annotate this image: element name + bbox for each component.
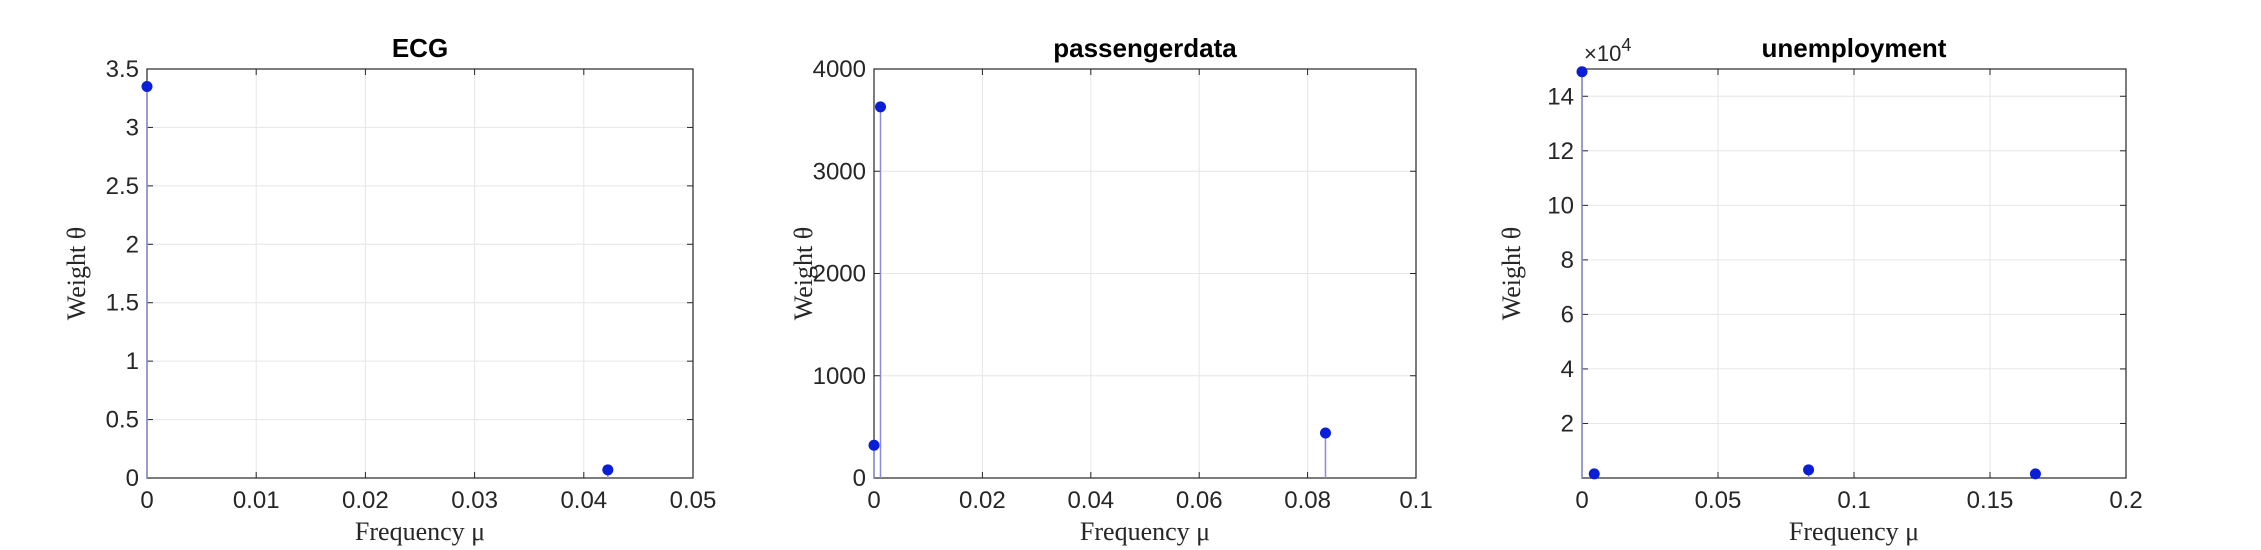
y-tick-label: 3000 — [813, 158, 866, 185]
y-tick-label: 4000 — [813, 56, 866, 83]
data-point — [1803, 464, 1815, 476]
x-tick-label: 0.02 — [342, 487, 389, 514]
y-tick-label: 3.5 — [106, 56, 139, 83]
x-tick-label: 0 — [867, 487, 880, 514]
y-axis-label: Weight θ — [789, 227, 818, 320]
chart-title: unemployment — [1762, 33, 1947, 63]
x-tick-label: 0 — [140, 487, 153, 514]
axes-box — [146, 68, 694, 479]
y-tick-label: 1000 — [813, 363, 866, 390]
x-tick-label: 0.04 — [1067, 487, 1114, 514]
x-tick-label: 0.03 — [451, 487, 498, 514]
y-axis-label: Weight θ — [62, 227, 91, 320]
y-tick-label: 2000 — [813, 261, 866, 288]
x-tick-label: 0.2 — [2109, 487, 2142, 514]
x-tick-label: 0.1 — [1837, 487, 1870, 514]
y-tick-label: 0.5 — [106, 407, 139, 434]
y-tick-label: 6 — [1561, 301, 1574, 328]
chart-title: ECG — [392, 33, 448, 63]
x-axis-label: Frequency μ — [1789, 517, 1919, 546]
data-point — [868, 439, 880, 451]
y-tick-label: 10 — [1547, 192, 1574, 219]
y-tick-label: 8 — [1561, 247, 1574, 274]
y-tick-label: 0 — [126, 465, 139, 492]
data-point — [1576, 66, 1588, 78]
chart-2: 0 0.02 0.04 0.06 0.08 0.1 0 1000 2000 3000 4000 pas… — [789, 33, 1433, 546]
data-point — [875, 101, 887, 113]
chart-title: passengerdata — [1053, 33, 1237, 63]
x-tick-label: 0 — [1575, 487, 1588, 514]
data-point — [1588, 468, 1600, 480]
y-tick-label: 1 — [126, 348, 139, 375]
y-tick-label: 2.5 — [106, 173, 139, 200]
y-tick-label: 1.5 — [106, 290, 139, 317]
y-exponent-label: ×104 — [1584, 35, 1631, 66]
y-tick-label: 12 — [1547, 138, 1574, 165]
x-tick-label: 0.05 — [670, 487, 717, 514]
y-tick-label: 14 — [1547, 83, 1574, 110]
x-tick-label: 0.08 — [1284, 487, 1331, 514]
data-point — [141, 81, 153, 93]
y-tick-label: 0 — [853, 465, 866, 492]
chart-3: 0 0.05 0.1 0.15 0.2 2 4 6 8 10 12 14 ×104 unemploymen… — [1497, 33, 2143, 546]
data-point — [1319, 427, 1331, 439]
x-tick-label: 0.15 — [1967, 487, 2014, 514]
x-tick-label: 0.02 — [959, 487, 1006, 514]
chart-1: 0 0.01 0.02 0.03 0.04 0.05 0 0.5 1 1.5 2 2.5 3 3.5 ECG… — [62, 33, 716, 546]
y-tick-label: 3 — [126, 114, 139, 141]
y-tick-label: 2 — [1561, 410, 1574, 437]
y-axis-label: Weight θ — [1497, 227, 1526, 320]
x-axis-label: Frequency μ — [355, 517, 485, 546]
x-axis-label: Frequency μ — [1080, 517, 1210, 546]
x-tick-label: 0.04 — [560, 487, 607, 514]
data-point — [2029, 468, 2041, 480]
x-tick-label: 0.01 — [233, 487, 280, 514]
x-tick-label: 0.1 — [1399, 487, 1432, 514]
data-point — [602, 464, 614, 476]
y-tick-label: 4 — [1561, 356, 1574, 383]
y-tick-label: 2 — [126, 231, 139, 258]
x-tick-label: 0.05 — [1695, 487, 1742, 514]
x-tick-label: 0.06 — [1176, 487, 1223, 514]
